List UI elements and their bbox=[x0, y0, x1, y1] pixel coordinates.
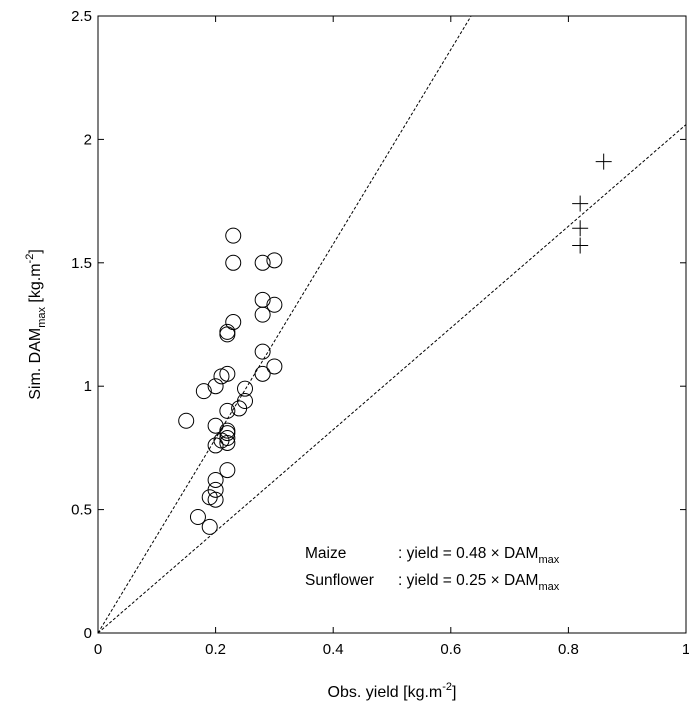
plot-frame bbox=[97, 15, 687, 634]
x-tick-label-2: 0.4 bbox=[323, 641, 344, 658]
maize-point-6 bbox=[254, 306, 271, 323]
maize-point-34 bbox=[189, 509, 206, 526]
maize-point-30 bbox=[207, 471, 224, 488]
y-tick-label-2: 1 bbox=[84, 378, 92, 395]
maize-point-33 bbox=[207, 491, 224, 508]
annotation-sunflower-name: Sunflower bbox=[305, 572, 374, 589]
x-tick-label-4: 0.8 bbox=[558, 641, 579, 658]
y-axis-title: Sim. DAMmax [kg.m-2] bbox=[24, 249, 48, 400]
regression-annotations: Maize : yield = 0.48 × DAMmax Sunflower … bbox=[305, 545, 560, 593]
y-axis-title-end: ] bbox=[27, 249, 44, 253]
y-tick-label-1: 0.5 bbox=[71, 502, 92, 519]
sunflower-point-3 bbox=[572, 237, 589, 254]
maize-point-14 bbox=[213, 368, 230, 385]
sunflower-point-2 bbox=[572, 220, 589, 237]
maize-point-1 bbox=[225, 254, 242, 271]
reference-line-0 bbox=[98, 16, 472, 633]
annotation-maize-equation-sub: max bbox=[538, 554, 559, 566]
annotation-maize-equation: : yield = 0.48 × DAMmax bbox=[398, 545, 560, 566]
maize-point-19 bbox=[231, 400, 248, 417]
x-tick-label-1: 0.2 bbox=[205, 641, 226, 658]
x-axis-title-sup: -2 bbox=[442, 681, 452, 693]
y-axis-title-main: Sim. DAM bbox=[27, 328, 44, 400]
maize-point-9 bbox=[219, 326, 236, 343]
y-axis-title-sub: max bbox=[36, 307, 48, 328]
x-axis-title: Obs. yield [kg.m-2] bbox=[328, 681, 457, 701]
y-axis-title-mid: [kg.m bbox=[27, 263, 44, 307]
data-markers bbox=[178, 153, 612, 535]
maize-point-5 bbox=[266, 296, 283, 313]
x-axis-title-main: Obs. yield [kg.m bbox=[328, 684, 443, 701]
maize-point-28 bbox=[207, 437, 224, 454]
annotation-sunflower-equation-sub: max bbox=[538, 581, 559, 593]
y-tick-label-0: 0 bbox=[84, 625, 92, 642]
annotation-maize-equation-text: : yield = 0.48 × DAM bbox=[398, 545, 538, 562]
annotation-sunflower-equation: : yield = 0.25 × DAMmax bbox=[398, 572, 560, 593]
maize-point-2 bbox=[254, 254, 271, 271]
ticks: 0 0.2 0.4 0.6 0.8 1 0 0.5 1 1.5 2 2.5 bbox=[71, 8, 689, 658]
maize-point-10 bbox=[254, 343, 271, 360]
reference-line-1 bbox=[98, 124, 686, 633]
maize-point-35 bbox=[201, 518, 218, 535]
x-tick-label-3: 0.6 bbox=[440, 641, 461, 658]
maize-point-21 bbox=[178, 412, 195, 429]
x-tick-label-0: 0 bbox=[94, 641, 102, 658]
axes bbox=[97, 15, 687, 634]
annotation-sunflower-equation-text: : yield = 0.25 × DAM bbox=[398, 572, 538, 589]
maize-point-3 bbox=[266, 252, 283, 269]
maize-point-12 bbox=[254, 365, 271, 382]
y-axis-title-sup: -2 bbox=[24, 254, 36, 264]
maize-point-17 bbox=[237, 380, 253, 397]
x-axis-title-end: ] bbox=[452, 684, 456, 701]
maize-point-20 bbox=[219, 402, 236, 419]
annotation-maize-name: Maize bbox=[305, 545, 346, 562]
y-tick-label-5: 2.5 bbox=[71, 8, 92, 25]
maize-point-27 bbox=[219, 434, 236, 451]
maize-point-11 bbox=[266, 358, 283, 375]
maize-point-0 bbox=[225, 227, 242, 244]
maize-point-15 bbox=[207, 378, 224, 395]
y-tick-label-4: 2 bbox=[84, 131, 92, 148]
maize-point-16 bbox=[195, 383, 212, 400]
x-tick-label-5: 1 bbox=[682, 641, 689, 658]
maize-point-22 bbox=[207, 417, 224, 434]
maize-point-4 bbox=[254, 291, 271, 308]
sunflower-point-0 bbox=[595, 153, 612, 170]
maize-point-29 bbox=[219, 462, 236, 479]
y-tick-label-3: 1.5 bbox=[71, 255, 92, 272]
reference-lines bbox=[98, 16, 686, 633]
sunflower-point-1 bbox=[572, 195, 589, 212]
